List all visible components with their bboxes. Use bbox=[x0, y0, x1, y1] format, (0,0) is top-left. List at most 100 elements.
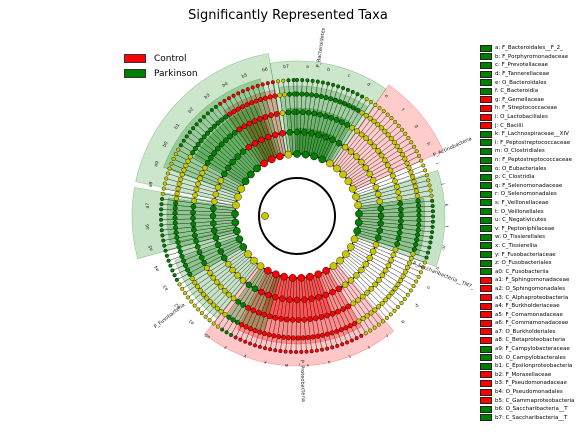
tip-branch bbox=[334, 106, 381, 167]
tip-branch bbox=[165, 172, 239, 197]
tip-branch bbox=[341, 120, 397, 174]
cladogram-node bbox=[300, 109, 306, 115]
taxa-label: d: F_Tannerellaceae bbox=[495, 71, 550, 78]
cladogram-node bbox=[291, 91, 297, 97]
cladogram-node bbox=[201, 114, 206, 119]
cladogram-node bbox=[210, 220, 217, 227]
cladogram-node bbox=[255, 83, 260, 88]
cladogram-node bbox=[371, 118, 377, 124]
cladogram-node bbox=[335, 308, 341, 315]
cladogram-node bbox=[236, 91, 241, 96]
cladogram-node bbox=[360, 316, 366, 322]
cladogram-node bbox=[215, 120, 221, 126]
tip-branch bbox=[356, 179, 431, 200]
cladogram-node bbox=[240, 104, 246, 110]
cladogram-node bbox=[320, 332, 326, 338]
taxa-swatch bbox=[480, 70, 492, 78]
cladogram-node bbox=[177, 282, 182, 287]
taxa-label: b: F_Porphyromonadaceae bbox=[495, 53, 569, 60]
cladogram-node bbox=[310, 334, 316, 340]
cladogram-node bbox=[262, 114, 269, 120]
cladogram-node bbox=[382, 267, 389, 274]
cladogram-node bbox=[261, 212, 269, 220]
cladogram-node bbox=[258, 136, 265, 144]
cladogram-node bbox=[350, 235, 359, 244]
cladogram-node bbox=[416, 207, 422, 213]
tip-branch bbox=[354, 239, 425, 269]
cladogram-node bbox=[221, 170, 228, 178]
cladogram-node bbox=[162, 243, 167, 248]
tip-branch bbox=[339, 116, 394, 172]
taxa-swatch bbox=[480, 79, 492, 87]
taxa-label: u: C_Negativicutes bbox=[495, 217, 547, 224]
cladogram-node bbox=[330, 345, 335, 350]
tip-branch bbox=[161, 226, 237, 242]
cladogram-node bbox=[211, 150, 217, 156]
cladogram-node bbox=[172, 205, 178, 211]
cladogram-node bbox=[355, 107, 361, 113]
tip-branch bbox=[285, 277, 293, 354]
cladogram-node bbox=[244, 102, 250, 108]
cladogram-node bbox=[368, 285, 375, 292]
cladogram-node bbox=[170, 268, 175, 273]
cladogram-node bbox=[397, 200, 404, 207]
cladogram-node bbox=[309, 349, 314, 354]
taxa-swatch bbox=[480, 190, 492, 198]
cladogram-node bbox=[377, 205, 384, 212]
tip-branch bbox=[301, 277, 307, 354]
cladogram-node bbox=[400, 127, 405, 132]
cladogram-node bbox=[192, 192, 198, 198]
cladogram-node bbox=[366, 170, 373, 178]
phylum-label: P_Saccharibacteria__TM7_ bbox=[412, 261, 475, 291]
cladogram-node bbox=[369, 177, 377, 184]
taxa-list-item: x: C_Tissierellia bbox=[480, 242, 576, 251]
tip-branch bbox=[161, 188, 237, 204]
cladogram-node bbox=[349, 125, 355, 131]
clade-letter: b4 bbox=[221, 81, 229, 89]
taxa-swatch bbox=[480, 139, 492, 147]
cladogram-node bbox=[187, 271, 193, 277]
tip-branch bbox=[223, 99, 265, 164]
cladogram-node bbox=[172, 210, 178, 216]
cladogram-node bbox=[226, 314, 232, 320]
cladogram-node bbox=[389, 116, 394, 121]
cladogram-node bbox=[347, 148, 355, 155]
cladogram-node bbox=[243, 339, 248, 344]
taxa-swatch bbox=[480, 362, 492, 370]
cladogram-node bbox=[166, 258, 171, 263]
cladogram-node bbox=[266, 313, 273, 320]
tip-branch bbox=[293, 78, 296, 155]
clade-letter: i bbox=[434, 162, 440, 165]
cladogram-node bbox=[221, 288, 228, 294]
cladogram-node bbox=[333, 97, 339, 103]
taxa-swatch bbox=[480, 216, 492, 224]
cladogram-node bbox=[408, 256, 414, 262]
tip-branch bbox=[326, 94, 364, 162]
cladogram-node bbox=[251, 140, 259, 147]
cladogram-node bbox=[177, 249, 183, 255]
cladogram-node bbox=[172, 215, 178, 221]
clade-letter: a0 bbox=[203, 332, 211, 340]
taxa-list-item: o: O_Eubacteriales bbox=[480, 164, 576, 173]
cladogram-node bbox=[240, 89, 245, 94]
tip-branch bbox=[358, 195, 434, 207]
cladogram-node bbox=[229, 266, 236, 274]
cladogram-node bbox=[402, 296, 407, 301]
clade-letter: n bbox=[434, 266, 440, 271]
cladogram-node bbox=[347, 277, 355, 284]
cladogram-node bbox=[295, 77, 300, 82]
cladogram-node bbox=[301, 129, 308, 136]
tip-branch bbox=[269, 276, 285, 352]
cladogram-node bbox=[344, 177, 353, 186]
tip-branch bbox=[344, 255, 404, 305]
cladogram-node bbox=[326, 159, 334, 168]
cladogram-node bbox=[286, 129, 293, 136]
tip-branch bbox=[345, 253, 407, 301]
cladogram-node bbox=[414, 279, 419, 284]
clade-letter: m bbox=[440, 245, 446, 250]
phylum-label: P_Fusobacteria bbox=[153, 302, 186, 330]
cladogram-node bbox=[181, 138, 186, 143]
cladogram-node bbox=[243, 324, 249, 330]
tip-branch bbox=[320, 87, 349, 159]
cladogram-node bbox=[418, 270, 423, 275]
